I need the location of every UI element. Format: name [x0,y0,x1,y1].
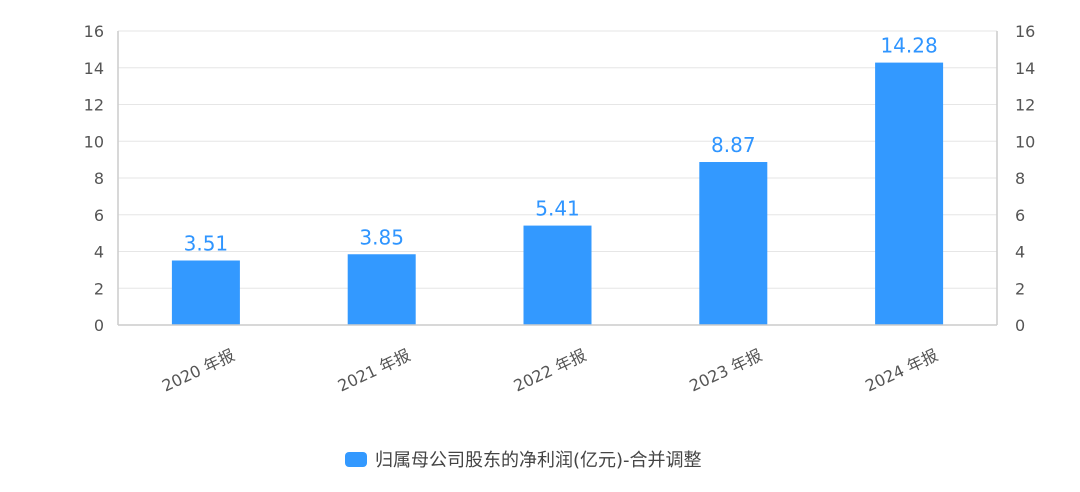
x-tick-label: 2020 年报 [159,345,238,395]
y-tick-label-left: 8 [94,169,104,188]
y-tick-label-left: 0 [94,316,104,335]
y-tick-label-left: 6 [94,206,104,225]
y-tick-label-left: 16 [84,22,104,41]
y-tick-label-right: 16 [1015,22,1035,41]
legend-swatch[interactable] [345,452,367,467]
data-labels: 3.51 3.85 5.41 8.87 14.28 [184,34,938,256]
y-tick-label-right: 12 [1015,96,1035,115]
legend-label[interactable]: 归属母公司股东的净利润(亿元)-合并调整 [375,450,702,471]
y-tick-label-right: 4 [1015,243,1025,262]
x-axis-categories: 2020 年报 2021 年报 2022 年报 2023 年报 2024 年报 [118,324,997,396]
y-tick-label-left: 12 [84,96,104,115]
y-tick-label-left: 10 [84,132,104,151]
data-label: 14.28 [880,34,937,58]
data-label: 8.87 [711,133,756,157]
bar[interactable] [875,62,944,325]
data-label: 3.85 [359,225,404,249]
data-label: 5.41 [535,197,580,221]
y-tick-label-right: 2 [1015,279,1025,298]
data-label: 3.51 [184,232,229,256]
x-tick-label: 2022 年报 [511,345,590,395]
y-axis-right: 0 2 4 6 8 10 12 14 16 [996,22,1035,335]
x-tick-label: 2024 年报 [862,345,941,395]
y-tick-label-left: 4 [94,243,104,262]
x-tick-label: 2023 年报 [686,345,765,395]
bar[interactable] [347,254,416,325]
y-tick-label-right: 0 [1015,316,1025,335]
y-tick-label-right: 8 [1015,169,1025,188]
bars [171,62,944,325]
y-axis-left: 0 2 4 6 8 10 12 14 16 [84,22,119,335]
grid-lines [118,30,997,289]
x-tick-label: 2021 年报 [335,345,414,395]
bar[interactable] [523,225,592,325]
y-tick-label-right: 10 [1015,132,1035,151]
y-tick-label-left: 2 [94,279,104,298]
y-tick-label-left: 14 [84,59,104,78]
bar[interactable] [699,162,768,325]
y-tick-label-right: 6 [1015,206,1025,225]
legend[interactable]: 归属母公司股东的净利润(亿元)-合并调整 [345,450,702,471]
bar[interactable] [171,260,240,325]
y-tick-label-right: 14 [1015,59,1035,78]
